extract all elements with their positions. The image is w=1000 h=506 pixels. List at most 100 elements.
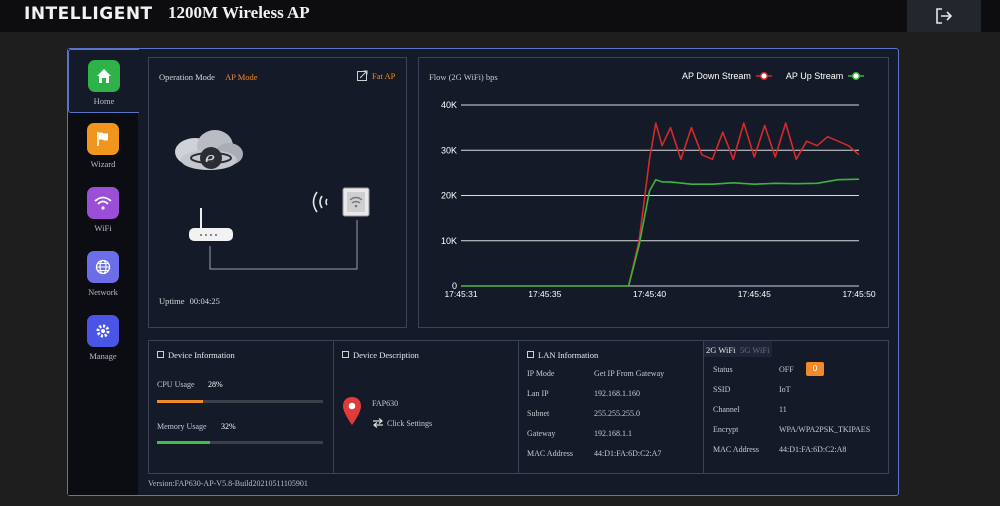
- x-tick-label: 17:45:50: [842, 289, 875, 299]
- fat-ap-label: Fat AP: [372, 70, 396, 81]
- sidebar-item-label: Network: [88, 287, 118, 297]
- sidebar-item-label: Manage: [89, 351, 117, 361]
- y-tick-label: 40K: [441, 100, 457, 110]
- x-tick-label: 17:45:31: [444, 289, 477, 299]
- sidebar-item-wizard[interactable]: Wizard: [68, 113, 138, 177]
- click-settings-link[interactable]: Click Settings: [372, 418, 432, 428]
- swap-arrows-icon: [373, 418, 383, 428]
- tab-2g-wifi[interactable]: 2G WiFi: [706, 345, 736, 355]
- memory-usage-fill: [157, 441, 211, 444]
- section-icon: [157, 351, 164, 358]
- cpu-usage-value: 28%: [208, 380, 223, 389]
- wifi-icon: [87, 187, 119, 219]
- gear-icon: [87, 315, 119, 347]
- x-tick-label: 17:45:45: [738, 289, 771, 299]
- brand-name: INTELLIGENT: [24, 4, 153, 24]
- up-stream-line: [461, 178, 860, 287]
- section-icon: [342, 351, 349, 358]
- x-tick-label: 17:45:35: [528, 289, 561, 299]
- top-bar: INTELLIGENT 1200M Wireless AP: [0, 0, 1000, 32]
- wifi-ssid-key: SSID: [713, 385, 731, 394]
- lan-subnet-key: Subnet: [527, 409, 550, 418]
- lan-info-title: LAN Information: [538, 350, 599, 360]
- router-icon: [189, 208, 233, 241]
- device-info-header: Device Information: [157, 350, 235, 360]
- y-tick-label: 10K: [441, 236, 457, 246]
- lan-gateway-key: Gateway: [527, 429, 556, 438]
- wifi-status-value: OFF: [779, 365, 794, 374]
- device-desc-header: Device Description: [342, 350, 419, 360]
- legend-up-marker: [848, 71, 865, 81]
- lan-subnet-value: 255.255.255.0: [594, 409, 640, 418]
- sidebar-item-home[interactable]: Home: [68, 49, 139, 113]
- wireless-signal-icon: [312, 191, 328, 213]
- tab-5g-wifi[interactable]: 5G WiFi: [740, 345, 770, 355]
- device-name: FAP630: [372, 399, 399, 408]
- y-tick-label: 20K: [441, 191, 457, 201]
- y-tick-label: 30K: [441, 145, 457, 155]
- edit-icon: [357, 70, 368, 81]
- flow-chart-panel: Flow (2G WiFi) bps AP Down Stream AP Up …: [418, 57, 889, 328]
- logout-icon: [936, 8, 953, 24]
- wifi-ssid-value: IoT: [779, 385, 791, 394]
- fat-ap-button[interactable]: Fat AP: [357, 70, 395, 81]
- memory-usage-label: Memory Usage: [157, 422, 207, 431]
- down-stream-line: [461, 122, 860, 287]
- sidebar-item-manage[interactable]: Manage: [68, 305, 138, 369]
- wifi-tabs: [704, 341, 772, 357]
- topology-links: [209, 220, 358, 270]
- chart-title: Flow (2G WiFi) bps: [429, 72, 498, 82]
- legend-down-marker: [755, 71, 772, 81]
- topology-panel: Operation Mode AP Mode Fat AP e Upt: [148, 57, 407, 328]
- cpu-usage-bar: [157, 400, 323, 403]
- y-tick-label: 0: [452, 281, 457, 291]
- device-info-title: Device Information: [168, 350, 235, 360]
- location-pin-icon: [343, 397, 361, 425]
- wifi-mac-value: 44:D1:FA:6D:C2:A8: [779, 445, 847, 454]
- click-settings-label: Click Settings: [387, 418, 433, 428]
- sidebar: Home Wizard WiFi Network Manage: [68, 49, 139, 495]
- lan-ip-mode-key: IP Mode: [527, 369, 555, 378]
- lan-info-header: LAN Information: [527, 350, 598, 360]
- sidebar-item-network[interactable]: Network: [68, 241, 138, 305]
- sidebar-item-label: Home: [93, 96, 115, 106]
- wifi-status-badge: 0: [806, 362, 824, 376]
- lan-ip-value: 192.168.1.160: [594, 389, 640, 398]
- section-icon: [527, 351, 534, 358]
- wifi-channel-value: 11: [779, 405, 787, 414]
- lan-mac-key: MAC Address: [527, 449, 574, 458]
- operation-mode-value: AP Mode: [225, 72, 258, 82]
- lan-ip-key: Lan IP: [527, 389, 549, 398]
- device-model-title: 1200M Wireless AP: [168, 3, 310, 22]
- lan-gateway-value: 192.168.1.1: [594, 429, 632, 438]
- cpu-usage-fill: [157, 400, 204, 403]
- uptime-label: Uptime: [159, 296, 185, 306]
- flag-icon: [87, 123, 119, 155]
- chart-legend: AP Down Stream AP Up Stream: [682, 71, 865, 81]
- access-point-icon: [342, 187, 370, 217]
- lan-mac-value: 44:D1:FA:6D:C2:A7: [594, 449, 662, 458]
- logout-button[interactable]: [907, 0, 981, 32]
- memory-usage-value: 32%: [221, 422, 236, 431]
- wifi-channel-key: Channel: [713, 405, 740, 414]
- svg-text:e: e: [205, 149, 215, 169]
- divider: [703, 340, 704, 474]
- divider: [333, 340, 334, 474]
- sidebar-item-label: Wizard: [90, 159, 116, 169]
- home-icon: [88, 60, 120, 92]
- firmware-version: Version:FAP630-AP-V5.8-Build202105111059…: [148, 479, 308, 488]
- operation-mode-label: Operation Mode: [159, 72, 215, 82]
- globe-icon: [87, 251, 119, 283]
- wifi-mac-key: MAC Address: [713, 445, 760, 454]
- flow-line-chart: 0 10K 20K 30K 40K 17:45:31 17:45:35 17:45:40 17:…: [441, 100, 876, 299]
- sidebar-item-wifi[interactable]: WiFi: [68, 177, 138, 241]
- divider: [518, 340, 519, 474]
- x-tick-label: 17:45:40: [633, 289, 666, 299]
- sidebar-item-label: WiFi: [94, 223, 112, 233]
- wifi-status-key: Status: [713, 365, 733, 374]
- uptime-value: 00:04:25: [189, 296, 220, 306]
- legend-down-label: AP Down Stream: [682, 71, 751, 81]
- wifi-encrypt-value: WPA/WPA2PSK_TKIPAES: [779, 425, 871, 434]
- device-desc-title: Device Description: [353, 350, 419, 360]
- cpu-usage-label: CPU Usage: [157, 380, 195, 389]
